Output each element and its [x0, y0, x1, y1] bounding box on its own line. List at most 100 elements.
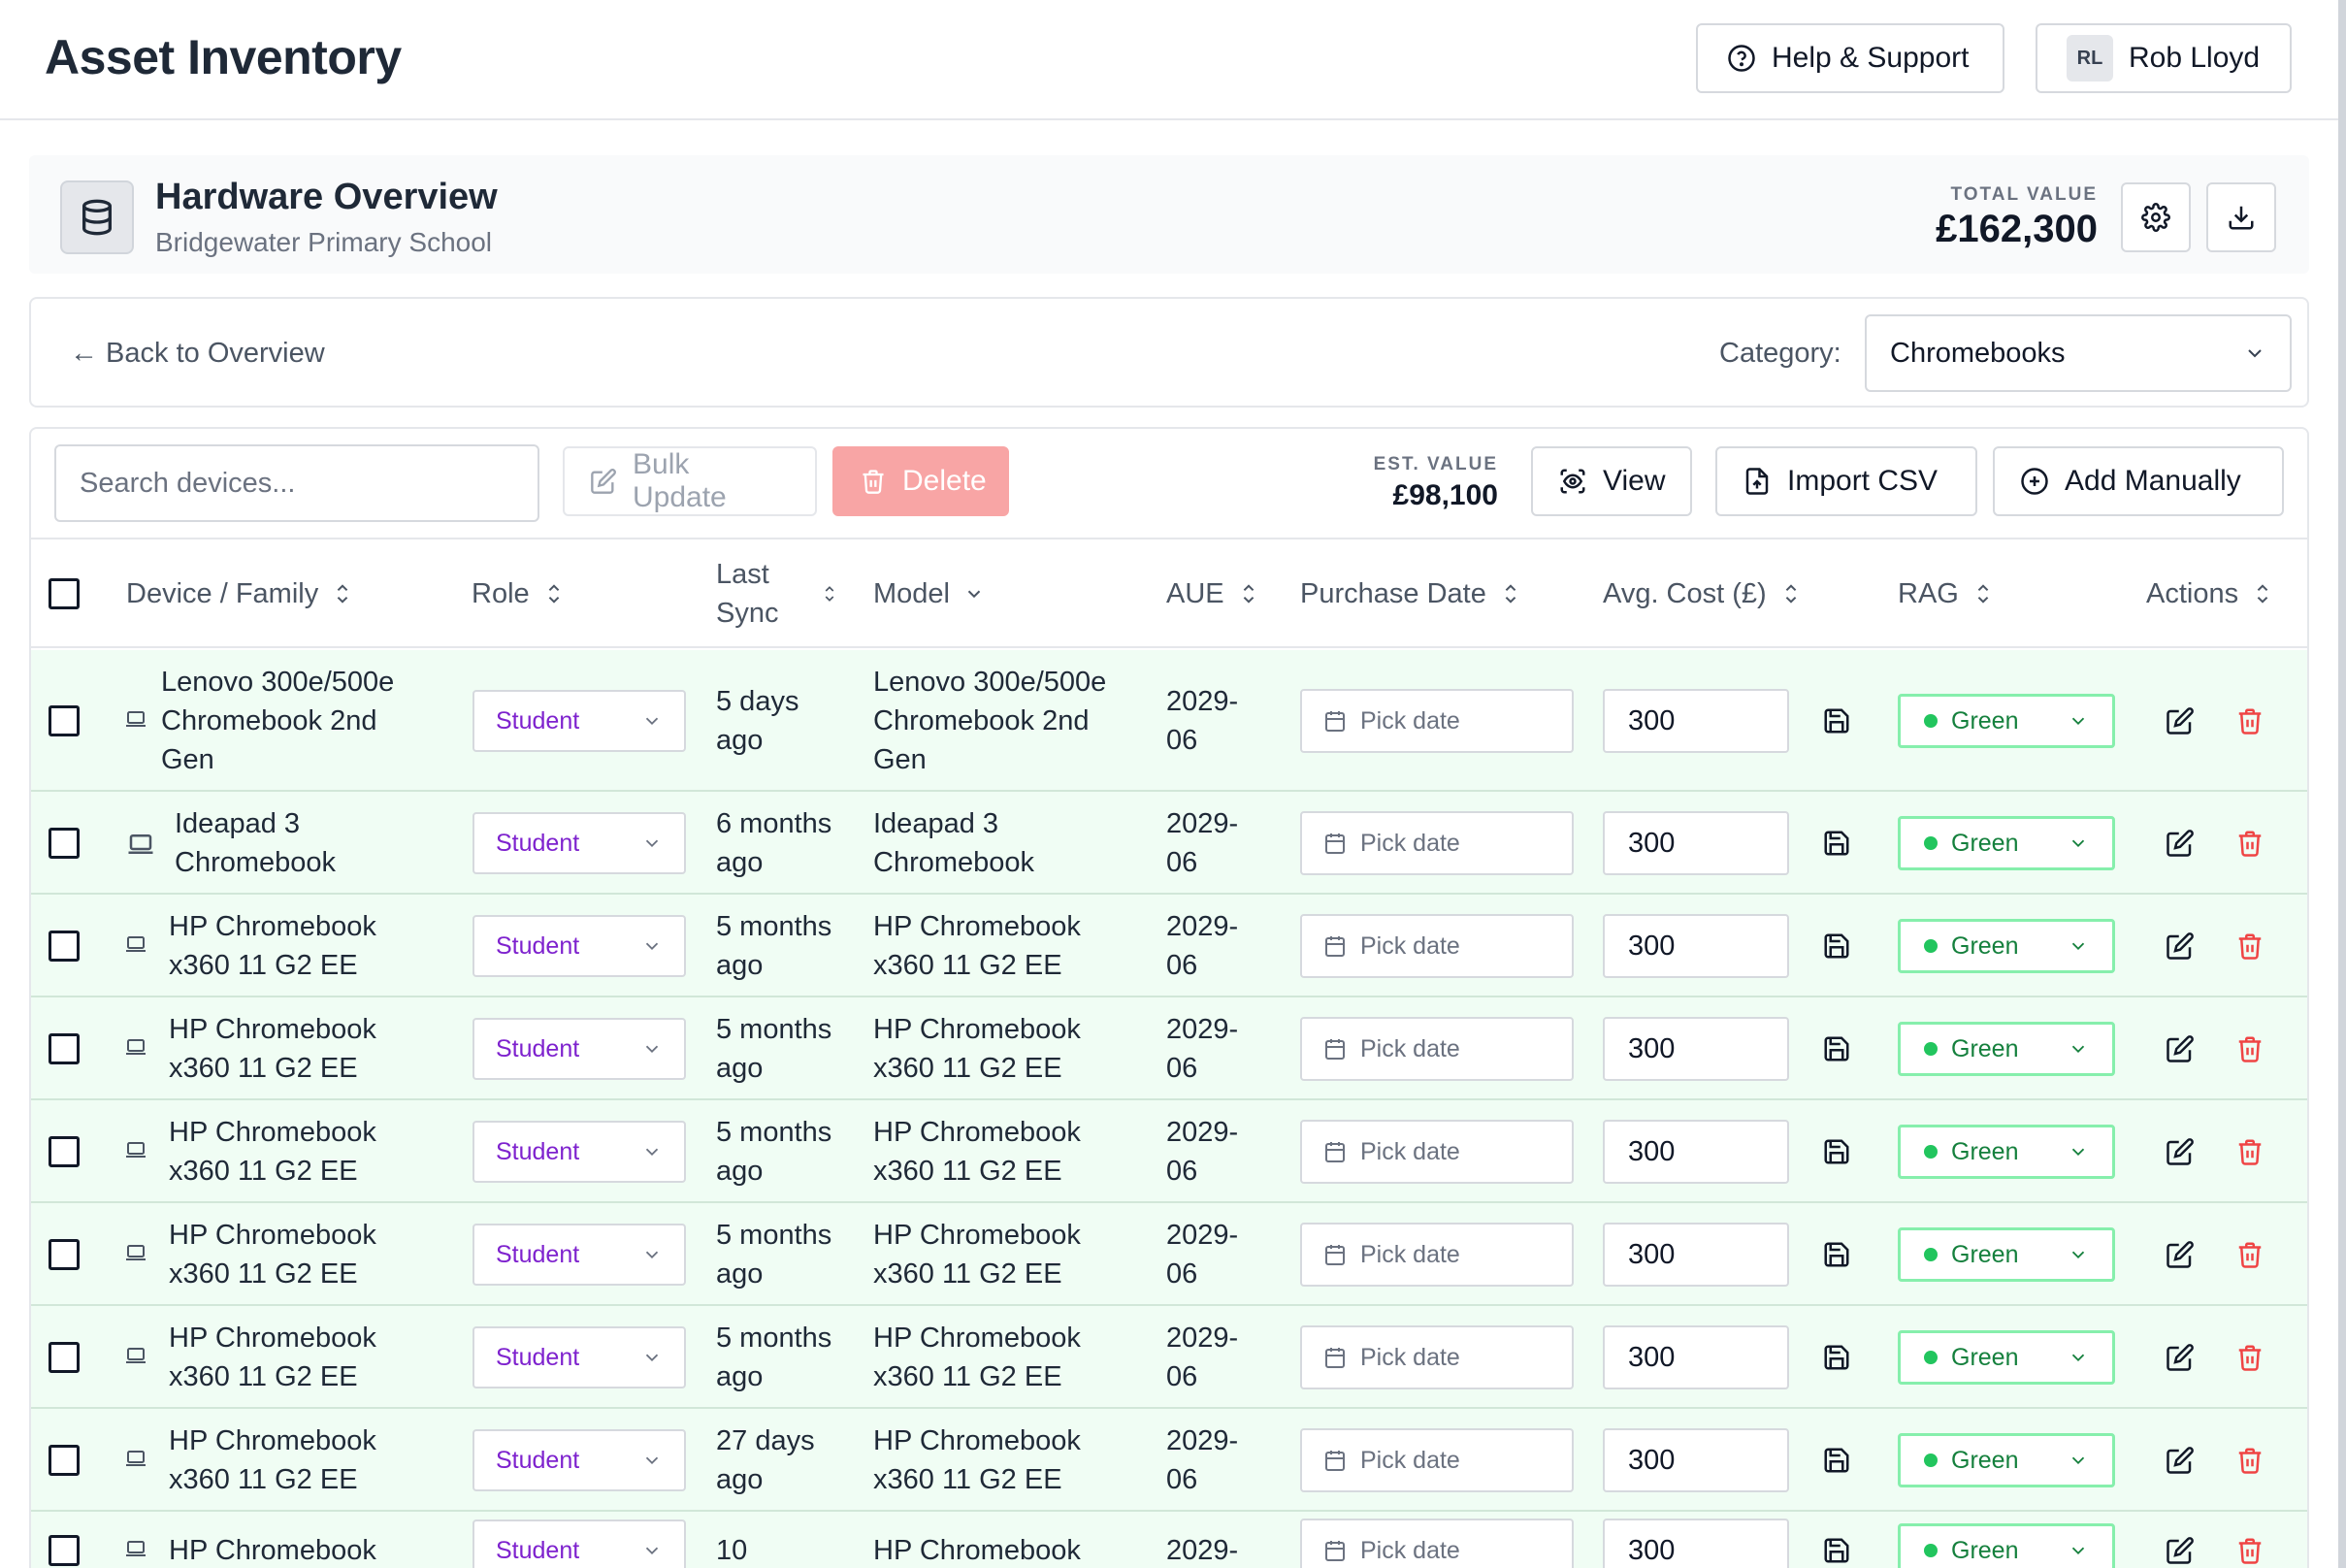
view-button[interactable]: View	[1531, 446, 1692, 516]
column-avg-cost[interactable]: Avg. Cost (£)	[1603, 539, 1802, 648]
avg-cost-input[interactable]: 300	[1603, 914, 1789, 978]
rag-select[interactable]: Green	[1898, 1125, 2115, 1179]
column-actions[interactable]: Actions	[2146, 539, 2273, 648]
save-icon[interactable]	[1822, 829, 1851, 858]
trash-icon[interactable]	[2235, 1034, 2265, 1063]
trash-icon[interactable]	[2235, 1137, 2265, 1166]
avg-cost-input[interactable]: 300	[1603, 1223, 1789, 1287]
text-line: 06	[1166, 1361, 1198, 1392]
avg-cost-input[interactable]: 300	[1603, 1325, 1789, 1389]
save-icon[interactable]	[1822, 1536, 1851, 1565]
help-support-button[interactable]: Help & Support	[1696, 23, 2004, 93]
avg-cost-input[interactable]: 300	[1603, 1428, 1789, 1492]
rag-select[interactable]: Green	[1898, 919, 2115, 973]
settings-button[interactable]	[2121, 182, 2191, 252]
column-purchase-date[interactable]: Purchase Date	[1300, 539, 1521, 648]
column-role[interactable]: Role	[472, 539, 565, 648]
edit-icon[interactable]	[2166, 1034, 2195, 1063]
row-checkbox[interactable]	[49, 1535, 80, 1566]
purchase-date-picker[interactable]: Pick date	[1300, 1325, 1574, 1389]
edit-icon[interactable]	[2166, 1240, 2195, 1269]
download-button[interactable]	[2206, 182, 2276, 252]
rag-select[interactable]: Green	[1898, 1433, 2115, 1487]
save-icon[interactable]	[1822, 1137, 1851, 1166]
trash-icon[interactable]	[2235, 829, 2265, 858]
purchase-date-picker[interactable]: Pick date	[1300, 811, 1574, 875]
bulk-update-button[interactable]: Bulk Update	[563, 446, 817, 516]
calendar-icon	[1323, 934, 1347, 958]
column-device[interactable]: Device / Family	[126, 539, 353, 648]
save-icon[interactable]	[1822, 1343, 1851, 1372]
role-select[interactable]: Student	[472, 1121, 686, 1183]
purchase-date-picker[interactable]: Pick date	[1300, 1017, 1574, 1081]
column-device-label: Device / Family	[126, 578, 319, 609]
trash-icon[interactable]	[2235, 1536, 2265, 1565]
purchase-date-picker[interactable]: Pick date	[1300, 1428, 1574, 1492]
trash-icon[interactable]	[2235, 1446, 2265, 1475]
rag-select[interactable]: Green	[1898, 1227, 2115, 1282]
edit-icon[interactable]	[2166, 1446, 2195, 1475]
row-checkbox[interactable]	[49, 1033, 80, 1064]
edit-icon[interactable]	[2166, 1343, 2195, 1372]
avg-cost-input[interactable]: 300	[1603, 811, 1789, 875]
role-select[interactable]: Student	[472, 915, 686, 977]
role-select[interactable]: Student	[472, 1326, 686, 1388]
trash-icon[interactable]	[2235, 931, 2265, 961]
avg-cost-input[interactable]: 300	[1603, 1519, 1789, 1568]
role-select[interactable]: Student	[472, 1429, 686, 1491]
rag-select[interactable]: Green	[1898, 816, 2115, 870]
rag-select[interactable]: Green	[1898, 1022, 2115, 1076]
text-line: HP Chromebook	[169, 1117, 376, 1148]
text-line: 5 months	[716, 1014, 832, 1045]
last-sync: 5 months ago	[716, 1306, 831, 1409]
edit-icon[interactable]	[2166, 1536, 2195, 1565]
avg-cost-input[interactable]: 300	[1603, 1120, 1789, 1184]
column-rag[interactable]: RAG	[1898, 539, 1994, 648]
row-checkbox[interactable]	[49, 1342, 80, 1373]
trash-icon[interactable]	[2235, 706, 2265, 735]
row-checkbox[interactable]	[49, 1239, 80, 1270]
purchase-date-picker[interactable]: Pick date	[1300, 1120, 1574, 1184]
column-model[interactable]: Model	[873, 539, 985, 648]
purchase-date-picker[interactable]: Pick date	[1300, 1223, 1574, 1287]
avg-cost-input[interactable]: 300	[1603, 689, 1789, 753]
delete-button[interactable]: Delete	[832, 446, 1009, 516]
row-checkbox[interactable]	[49, 1136, 80, 1167]
save-icon[interactable]	[1822, 1446, 1851, 1475]
row-checkbox[interactable]	[49, 1445, 80, 1476]
select-all-checkbox[interactable]	[49, 539, 80, 648]
role-select[interactable]: Student	[472, 1224, 686, 1286]
edit-icon[interactable]	[2166, 706, 2195, 735]
row-checkbox[interactable]	[49, 828, 80, 859]
back-to-overview-link[interactable]: ← Back to Overview	[70, 338, 325, 369]
role-select[interactable]: Student	[472, 812, 686, 874]
role-select[interactable]: Student	[472, 690, 686, 752]
edit-icon[interactable]	[2166, 931, 2195, 961]
purchase-date-picker[interactable]: Pick date	[1300, 1519, 1574, 1568]
category-select[interactable]: Chromebooks	[1865, 314, 2292, 392]
edit-icon[interactable]	[2166, 1137, 2195, 1166]
trash-icon[interactable]	[2235, 1240, 2265, 1269]
rag-select[interactable]: Green	[1898, 1523, 2115, 1568]
user-menu-button[interactable]: RL Rob Lloyd	[2036, 23, 2292, 93]
column-last-sync[interactable]: Last Sync	[716, 539, 838, 648]
rag-select[interactable]: Green	[1898, 1330, 2115, 1385]
add-manually-button[interactable]: Add Manually	[1993, 446, 2284, 516]
purchase-date-picker[interactable]: Pick date	[1300, 914, 1574, 978]
purchase-date-picker[interactable]: Pick date	[1300, 689, 1574, 753]
save-icon[interactable]	[1822, 1034, 1851, 1063]
import-csv-button[interactable]: Import CSV	[1715, 446, 1977, 516]
save-icon[interactable]	[1822, 1240, 1851, 1269]
row-checkbox[interactable]	[49, 705, 80, 736]
save-icon[interactable]	[1822, 706, 1851, 735]
edit-icon[interactable]	[2166, 829, 2195, 858]
role-select[interactable]: Student	[472, 1018, 686, 1080]
rag-select[interactable]: Green	[1898, 694, 2115, 748]
avg-cost-input[interactable]: 300	[1603, 1017, 1789, 1081]
trash-icon[interactable]	[2235, 1343, 2265, 1372]
role-select[interactable]: Student	[472, 1519, 686, 1568]
search-input[interactable]	[54, 444, 539, 522]
column-aue[interactable]: AUE	[1166, 539, 1259, 648]
save-icon[interactable]	[1822, 931, 1851, 961]
row-checkbox[interactable]	[49, 931, 80, 962]
